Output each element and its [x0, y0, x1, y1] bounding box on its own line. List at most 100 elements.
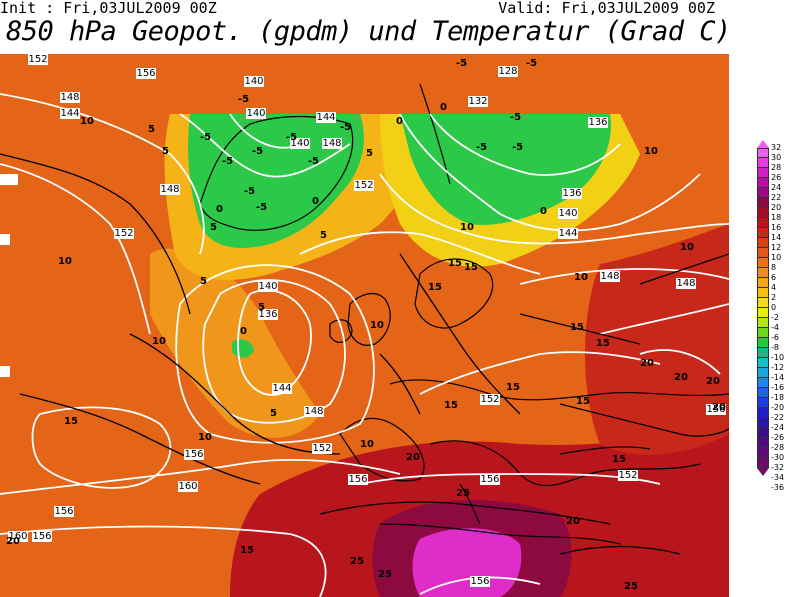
geopot-label: 156 — [706, 404, 726, 415]
legend-swatch — [757, 258, 769, 268]
legend-swatch — [757, 268, 769, 278]
svg-text:156: 156 — [184, 449, 203, 460]
legend-swatch — [757, 178, 769, 188]
map-canvas: 152 156 148 144 148 152 156 140 140 144 … — [0, 54, 729, 597]
svg-text:148: 148 — [160, 184, 179, 195]
legend-label: 16 — [771, 223, 782, 232]
geopot-label: 148 — [60, 92, 80, 103]
geopot-label: 136 — [562, 188, 582, 199]
legend-label: -28 — [771, 443, 785, 452]
legend-label: -12 — [771, 363, 785, 372]
edge-label-box — [0, 234, 10, 245]
temp-label: 20 — [6, 536, 20, 547]
legend-swatch — [757, 378, 769, 388]
legend-swatch — [757, 298, 769, 308]
temp-label: 5 — [320, 230, 327, 241]
legend-label: 2 — [771, 293, 777, 302]
legend-label: -6 — [771, 333, 779, 342]
cold-region-greenland — [188, 114, 364, 248]
temp-label: 0 — [240, 326, 247, 337]
legend-label: 4 — [771, 283, 777, 292]
temp-label: -5 — [456, 58, 467, 69]
temp-label: 10 — [360, 439, 374, 450]
geopot-label: 156 — [480, 474, 500, 485]
geopot-label: 156 — [54, 506, 74, 517]
legend-label: 14 — [771, 233, 782, 242]
geopot-label: 144 — [316, 112, 336, 123]
temp-label: 10 — [152, 336, 166, 347]
geopot-label: 152 — [28, 54, 48, 65]
legend-swatch — [757, 448, 769, 458]
temp-label: 5 — [162, 146, 169, 157]
geopot-label: 152 — [618, 470, 638, 481]
temp-label: 25 — [624, 581, 638, 592]
legend-label: 8 — [771, 263, 777, 272]
geopot-label: 156 — [32, 531, 52, 542]
geopotential-contours — [0, 93, 729, 597]
geopot-label: 140 — [244, 76, 264, 87]
temp-label: 10 — [370, 320, 384, 331]
legend-swatch — [757, 218, 769, 228]
temp-label: 25 — [378, 569, 392, 580]
legend-label: -24 — [771, 423, 785, 432]
temp-label: 20 — [566, 516, 580, 527]
temp-label: 10 — [198, 432, 212, 443]
temp-label: 20 — [674, 372, 688, 383]
legend-label: 28 — [771, 163, 782, 172]
legend-label: -36 — [771, 483, 785, 492]
geopot-label: 156 — [184, 449, 204, 460]
svg-text:156: 156 — [32, 531, 51, 542]
svg-text:156: 156 — [470, 576, 489, 587]
geopot-label: 140 — [246, 108, 266, 119]
svg-text:156: 156 — [706, 404, 725, 415]
legend-label: 26 — [771, 173, 782, 182]
svg-text:144: 144 — [272, 383, 291, 394]
cold-region-arctic — [400, 114, 611, 225]
legend-swatch — [757, 348, 769, 358]
legend-label: -32 — [771, 463, 785, 472]
geopot-label: 144 — [558, 228, 578, 239]
legend-swatch — [757, 238, 769, 248]
geopot-label: 148 — [600, 271, 620, 282]
legend-label: 22 — [771, 193, 782, 202]
geopotential-label-group: 152 156 148 144 148 152 156 140 140 144 … — [8, 54, 726, 587]
edge-labels — [0, 174, 18, 377]
temp-label: -5 — [476, 142, 487, 153]
svg-text:140: 140 — [290, 138, 309, 149]
legend-swatch — [757, 428, 769, 438]
legend-swatch — [757, 358, 769, 368]
temp-label: -5 — [286, 132, 297, 143]
svg-text:144: 144 — [60, 108, 79, 119]
svg-text:160: 160 — [178, 481, 197, 492]
legend-swatch — [757, 338, 769, 348]
svg-text:148: 148 — [676, 278, 695, 289]
legend-swatch — [757, 408, 769, 418]
svg-text:148: 148 — [600, 271, 619, 282]
legend-swatch — [757, 168, 769, 178]
svg-text:132: 132 — [468, 96, 487, 107]
temp-label: 15 — [428, 282, 442, 293]
temp-label: 10 — [644, 146, 658, 157]
geopot-label: 160 — [8, 531, 28, 542]
geopot-label: 156 — [348, 474, 368, 485]
geopot-label: 148 — [322, 138, 342, 149]
svg-text:144: 144 — [558, 228, 577, 239]
legend-label: -34 — [771, 473, 785, 482]
geopot-label: 148 — [304, 406, 324, 417]
temp-label: 15 — [64, 416, 78, 427]
svg-text:156: 156 — [348, 474, 367, 485]
legend-swatch — [757, 278, 769, 288]
temp-label: 15 — [444, 400, 458, 411]
temp-label: 15 — [464, 262, 478, 273]
temp-label: 10 — [680, 242, 694, 253]
legend-swatch — [757, 438, 769, 448]
svg-text:128: 128 — [498, 66, 517, 77]
temperature-contours — [0, 153, 729, 555]
temp-label: -5 — [256, 202, 267, 213]
temp-label: -5 — [526, 58, 537, 69]
geopot-label: 132 — [468, 96, 488, 107]
legend-swatch — [757, 308, 769, 318]
legend-label: -26 — [771, 433, 785, 442]
legend-swatch — [757, 288, 769, 298]
legend-label: -20 — [771, 403, 785, 412]
